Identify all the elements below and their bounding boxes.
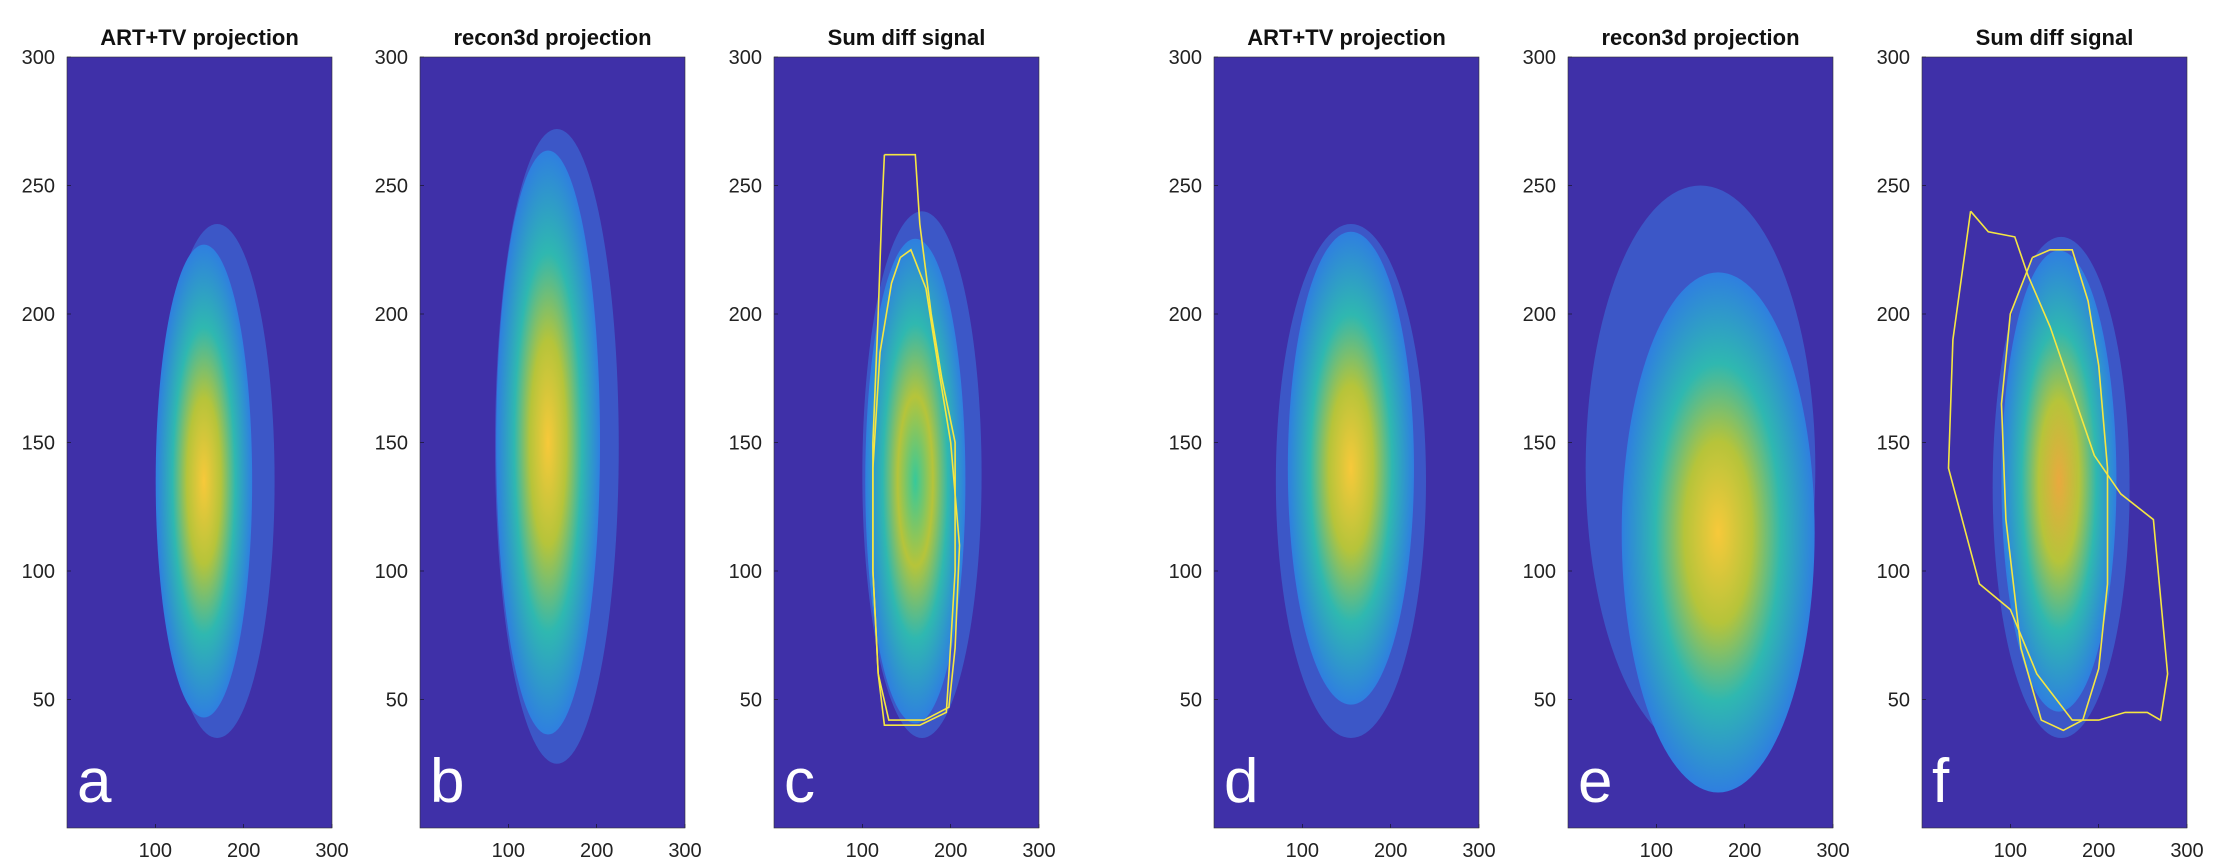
y-tick-label: 150 xyxy=(729,433,762,455)
panel-letter: f xyxy=(1932,747,1950,816)
intensity-blob xyxy=(155,244,253,718)
intensity-blob xyxy=(1621,272,1815,793)
intensity-blob xyxy=(865,238,966,724)
panel-title: recon3d projection xyxy=(453,25,651,50)
panel-title: Sum diff signal xyxy=(1976,25,2134,50)
x-tick-label: 200 xyxy=(227,840,260,862)
y-tick-label: 250 xyxy=(375,176,408,198)
y-tick-label: 50 xyxy=(740,690,762,712)
x-tick-label: 200 xyxy=(1728,840,1761,862)
plot-frame xyxy=(419,56,686,829)
panel-f: Sum diff signal 50 100 150 200 250 300 100 200 30… xyxy=(1877,25,2204,862)
y-tick-label: 200 xyxy=(729,304,762,326)
panel-letter: d xyxy=(1224,747,1258,816)
y-tick-label: 250 xyxy=(1523,176,1556,198)
y-tick-label: 150 xyxy=(1877,433,1910,455)
y-tick-label: 300 xyxy=(1523,47,1556,69)
x-tick-label: 100 xyxy=(492,840,525,862)
x-tick-label: 300 xyxy=(315,840,348,862)
plot-frame xyxy=(773,56,1040,829)
y-tick-label: 100 xyxy=(375,561,408,583)
panel-c: Sum diff signal 50 100 150 200 250 300 100 200 30… xyxy=(729,25,1056,862)
y-tick-label: 250 xyxy=(729,176,762,198)
y-tick-label: 100 xyxy=(22,561,55,583)
plot-frame xyxy=(1921,56,2188,829)
panel-d: ART+TV projection 50 100 150 200 250 300 100 200… xyxy=(1169,25,1496,862)
y-tick-label: 100 xyxy=(729,561,762,583)
y-tick-label: 50 xyxy=(33,690,55,712)
y-tick-label: 200 xyxy=(1523,304,1556,326)
panel-e: recon3d projection 50 100 150 200 250 300 100 20… xyxy=(1523,25,1850,862)
y-tick-label: 300 xyxy=(1169,47,1202,69)
contour-line-1 xyxy=(872,153,956,727)
contour-line-2 xyxy=(872,248,961,721)
x-tick-label: 100 xyxy=(1640,840,1673,862)
y-tick-label: 150 xyxy=(22,433,55,455)
y-tick-label: 50 xyxy=(386,690,408,712)
panel-b: recon3d projection 50 100 150 200 250 300 100 20… xyxy=(375,25,702,862)
y-tick-label: 200 xyxy=(375,304,408,326)
plot-frame xyxy=(66,56,333,829)
intensity-blob xyxy=(496,150,601,735)
y-tick-label: 100 xyxy=(1169,561,1202,583)
intensity-blob xyxy=(2001,250,2117,712)
x-tick-label: 200 xyxy=(580,840,613,862)
intensity-blob xyxy=(1287,231,1414,705)
panel-letter: a xyxy=(77,747,112,816)
y-tick-label: 50 xyxy=(1180,690,1202,712)
y-tick-label: 300 xyxy=(1877,47,1910,69)
y-tick-label: 150 xyxy=(1169,433,1202,455)
y-tick-label: 250 xyxy=(1877,176,1910,198)
x-tick-label: 300 xyxy=(1462,840,1495,862)
y-tick-label: 150 xyxy=(1523,433,1556,455)
y-tick-label: 50 xyxy=(1534,690,1556,712)
y-tick-label: 200 xyxy=(1877,304,1910,326)
y-tick-label: 200 xyxy=(1169,304,1202,326)
panel-letter: e xyxy=(1578,747,1612,816)
panel-a: ART+TV projection 50 100 150 200 250 300 100 200… xyxy=(22,25,349,862)
y-tick-label: 150 xyxy=(375,433,408,455)
y-tick-label: 300 xyxy=(729,47,762,69)
x-tick-label: 100 xyxy=(1994,840,2027,862)
panel-title: recon3d projection xyxy=(1601,25,1799,50)
panel-title: Sum diff signal xyxy=(828,25,986,50)
x-tick-label: 100 xyxy=(1286,840,1319,862)
plot-frame xyxy=(1567,56,1834,829)
x-tick-label: 300 xyxy=(2170,840,2203,862)
x-tick-label: 300 xyxy=(1022,840,1055,862)
panel-title: ART+TV projection xyxy=(1247,25,1446,50)
x-tick-label: 200 xyxy=(934,840,967,862)
x-tick-label: 300 xyxy=(1816,840,1849,862)
x-tick-label: 300 xyxy=(668,840,701,862)
y-tick-label: 100 xyxy=(1877,561,1910,583)
x-tick-label: 100 xyxy=(139,840,172,862)
contour-line-1 xyxy=(1947,210,2169,722)
panel-letter: b xyxy=(430,747,464,816)
y-tick-label: 250 xyxy=(22,176,55,198)
x-tick-label: 200 xyxy=(2082,840,2115,862)
panel-title: ART+TV projection xyxy=(100,25,299,50)
x-tick-label: 200 xyxy=(1374,840,1407,862)
panel-letter: c xyxy=(784,747,815,816)
contour-line-2 xyxy=(2000,249,2109,732)
plot-frame xyxy=(1213,56,1480,829)
y-tick-label: 250 xyxy=(1169,176,1202,198)
y-tick-label: 200 xyxy=(22,304,55,326)
y-tick-label: 50 xyxy=(1888,690,1910,712)
y-tick-label: 300 xyxy=(375,47,408,69)
y-tick-label: 300 xyxy=(22,47,55,69)
x-tick-label: 100 xyxy=(846,840,879,862)
y-tick-label: 100 xyxy=(1523,561,1556,583)
